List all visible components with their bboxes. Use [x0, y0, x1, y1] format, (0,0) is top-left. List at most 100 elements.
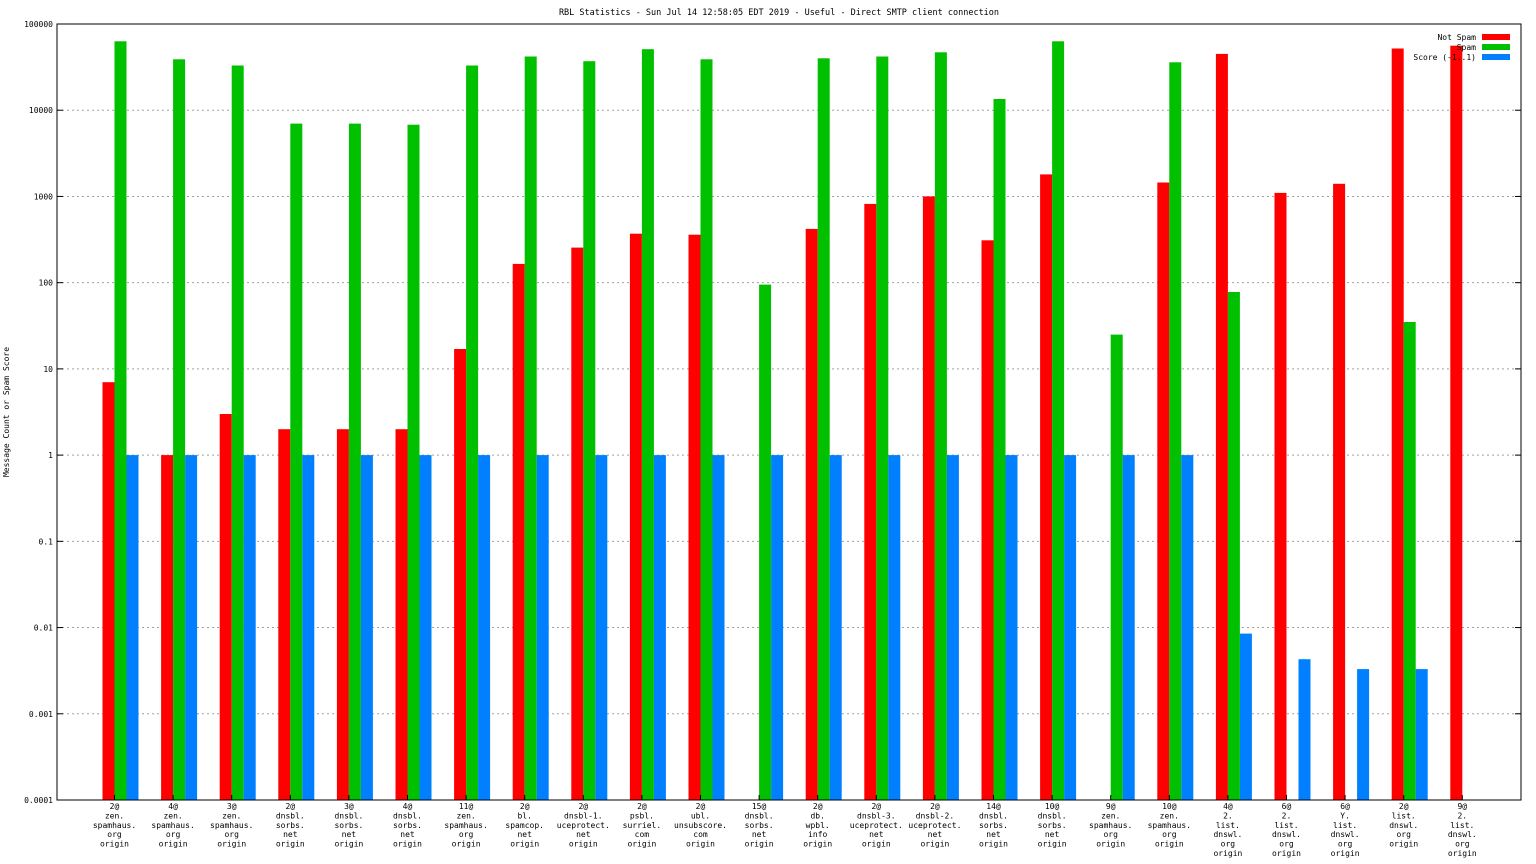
x-tick-label: origin	[686, 840, 715, 849]
x-tick-label: psbl.	[630, 811, 654, 820]
x-tick-label: 2@	[578, 802, 588, 811]
x-tick-label: 4@	[403, 802, 413, 811]
bar-spam	[1227, 292, 1240, 800]
x-tick-label: net	[752, 830, 767, 839]
bar-spam	[700, 59, 713, 801]
x-tick-label: origin	[510, 840, 539, 849]
bar-score-1-1	[1181, 455, 1194, 800]
x-tick-label: ubl.	[691, 811, 710, 820]
x-tick-label: origin	[803, 840, 832, 849]
x-tick-label: net	[986, 830, 1001, 839]
x-tick-label: info	[808, 830, 827, 839]
bar-score-1-1	[185, 455, 198, 800]
bar-not-spam	[1450, 45, 1463, 800]
bar-not-spam	[688, 234, 701, 800]
plot-border	[56, 23, 1522, 801]
bar-spam	[173, 59, 186, 801]
bar-score-1-1	[712, 455, 725, 800]
x-tick-label: dnsbl.	[745, 811, 774, 820]
x-tick-label: bl.	[517, 811, 531, 820]
bars	[102, 41, 1463, 801]
x-tick-label: net	[517, 830, 532, 839]
bar-score-1-1	[1064, 455, 1077, 800]
legend-label: Score (-1..1)	[1413, 53, 1476, 62]
x-tick-label: org	[224, 830, 239, 839]
x-tick-label: origin	[1096, 840, 1125, 849]
x-tick-label: spamhaus.	[444, 821, 487, 830]
x-tick-label: 2@	[520, 802, 530, 811]
bar-not-spam	[1333, 183, 1346, 801]
legend-swatch	[1482, 34, 1510, 40]
chart-title: RBL Statistics - Sun Jul 14 12:58:05 EDT…	[559, 8, 999, 18]
bar-spam	[1403, 322, 1416, 800]
legend-label: Not Spam	[1437, 33, 1476, 42]
x-tick-label: dnsbl.	[334, 811, 363, 820]
x-tick-label: 2.	[1282, 811, 1292, 820]
x-tick-label: dnsbl-1.	[564, 811, 603, 820]
bar-score-1-1	[536, 455, 549, 800]
bar-spam	[290, 123, 303, 801]
x-tick-label: origin	[1448, 849, 1477, 858]
y-tick-label: 0.01	[34, 624, 53, 633]
x-tick-label: 2@	[285, 802, 295, 811]
x-tick-label: dnsbl-2.	[916, 811, 955, 820]
x-tick-label: 4@	[1223, 802, 1233, 811]
bar-spam	[876, 56, 889, 800]
bar-not-spam	[571, 247, 584, 801]
grid-lines	[57, 109, 1521, 715]
bar-not-spam	[629, 233, 642, 800]
x-tick-label: origin	[1213, 849, 1242, 858]
bar-not-spam	[336, 429, 349, 800]
x-tick-label: 10@	[1045, 802, 1060, 811]
x-tick-label: spamhaus.	[1148, 821, 1191, 830]
bar-score-1-1	[1415, 669, 1428, 800]
x-tick-label: origin	[627, 840, 656, 849]
x-tick-label: surriel.	[623, 821, 662, 830]
bar-not-spam	[454, 349, 467, 800]
bar-not-spam	[512, 263, 525, 800]
bar-not-spam	[278, 429, 291, 800]
x-tick-label: unsubscore.	[674, 821, 727, 830]
x-tick-label: dnsbl.	[979, 811, 1008, 820]
x-tick-label: org	[1455, 840, 1470, 849]
x-axis-ticks: 2@zen.spamhaus.orgorigin4@zen.spamhaus.o…	[93, 795, 1477, 858]
x-tick-label: db.	[810, 811, 824, 820]
x-tick-label: spamhaus.	[93, 821, 136, 830]
bar-spam	[1110, 334, 1123, 800]
bar-score-1-1	[946, 455, 959, 800]
bar-spam	[934, 52, 947, 801]
x-tick-label: dnswl.	[1389, 821, 1418, 830]
y-axis-ticks: 0.0001 0.001 0.01 0.1 1 10 100 1000 10000 100000	[24, 20, 1521, 805]
bar-not-spam	[395, 429, 408, 800]
x-tick-label: origin	[1389, 840, 1418, 849]
y-tick-label: 1000	[34, 192, 53, 201]
x-tick-label: 2@	[110, 802, 120, 811]
y-tick-label: 0.1	[39, 537, 54, 546]
x-tick-label: origin	[452, 840, 481, 849]
x-tick-label: origin	[276, 840, 305, 849]
x-tick-label: dnswl.	[1448, 830, 1477, 839]
bar-score-1-1	[360, 455, 373, 800]
x-tick-label: 4@	[168, 802, 178, 811]
x-tick-label: origin	[569, 840, 598, 849]
x-tick-label: list.	[1216, 821, 1240, 830]
x-tick-label: zen.	[456, 811, 475, 820]
bar-score-1-1	[126, 455, 139, 800]
bar-not-spam	[219, 414, 232, 800]
bar-spam	[1052, 41, 1065, 801]
x-tick-label: 3@	[344, 802, 354, 811]
x-tick-label: 6@	[1282, 802, 1292, 811]
x-tick-label: Y.	[1340, 811, 1350, 820]
bar-not-spam	[161, 455, 174, 800]
x-tick-label: sorbs.	[334, 821, 363, 830]
x-tick-label: org	[166, 830, 181, 839]
x-tick-label: com	[635, 830, 650, 839]
x-tick-label: 2.	[1223, 811, 1233, 820]
x-tick-label: origin	[1038, 840, 1067, 849]
bar-score-1-1	[1239, 633, 1252, 800]
x-tick-label: org	[107, 830, 122, 839]
x-tick-label: 9@	[1457, 802, 1467, 811]
x-tick-label: 2@	[871, 802, 881, 811]
x-tick-label: dnsbl.	[393, 811, 422, 820]
x-tick-label: wpbl.	[806, 821, 830, 830]
